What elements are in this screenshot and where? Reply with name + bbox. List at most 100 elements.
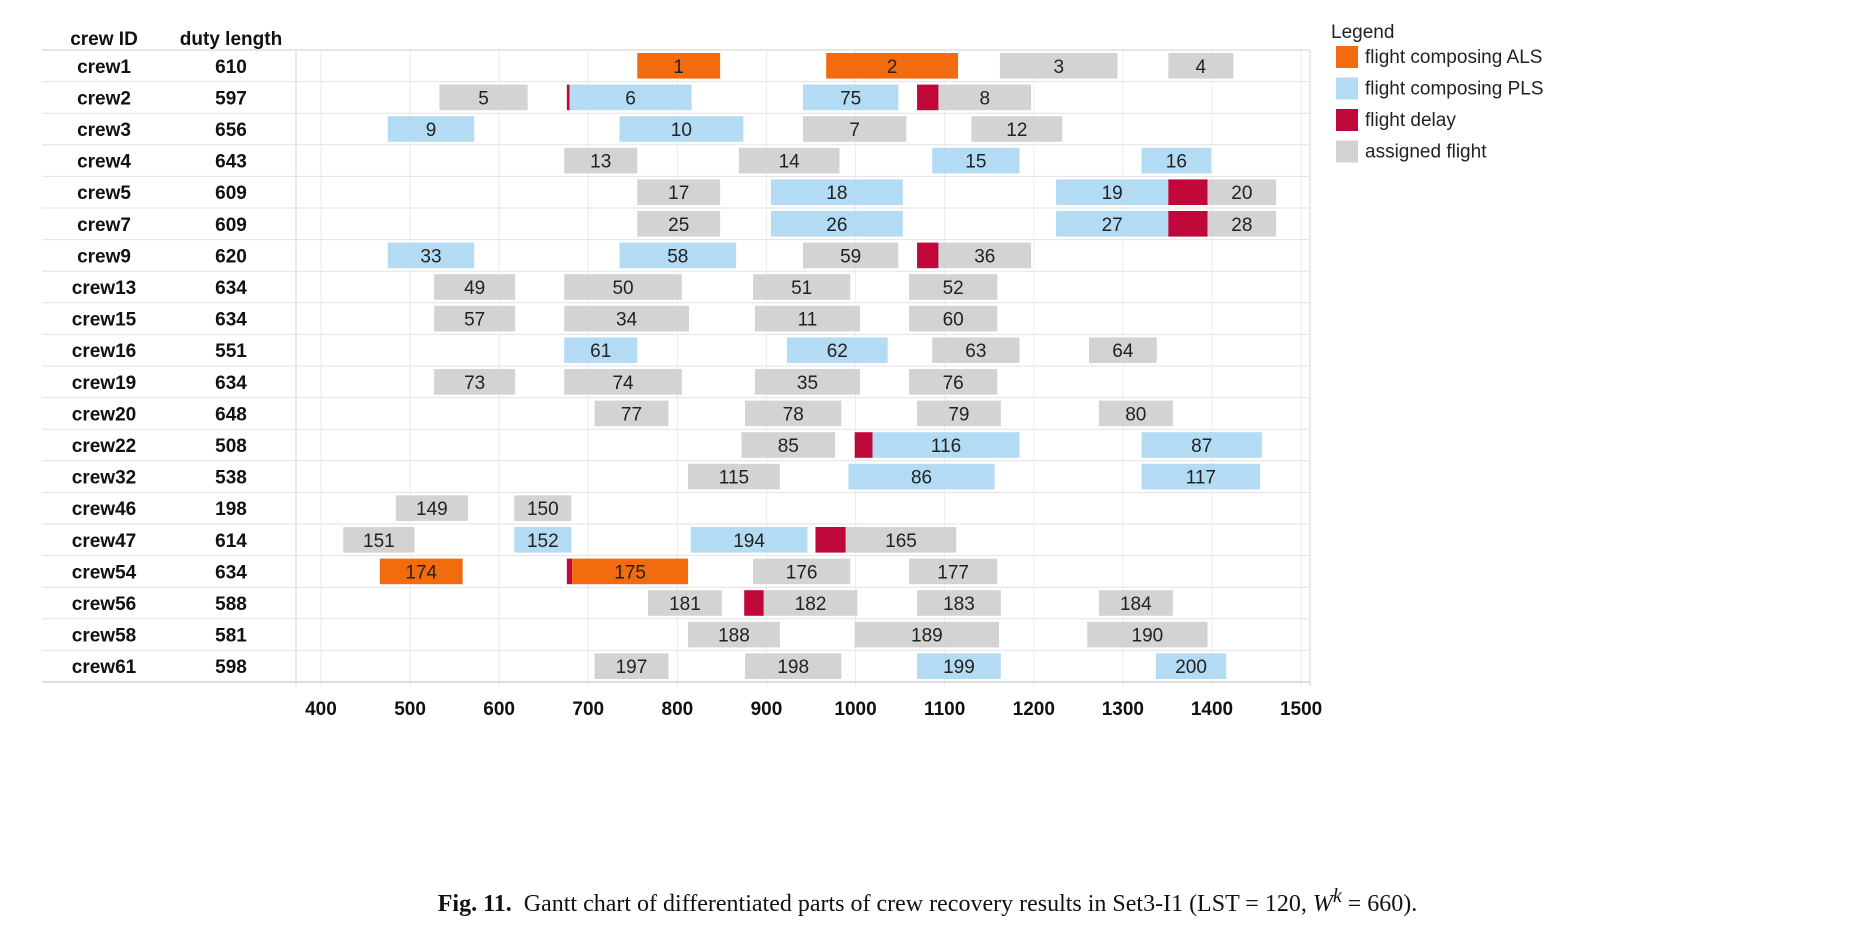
gantt-bar-label: 74 <box>612 373 634 394</box>
gantt-bar-pls <box>387 242 475 269</box>
row-crew-id: crew4 <box>77 152 131 173</box>
gantt-bar-pls <box>770 211 903 237</box>
gantt-bar-label: 36 <box>974 246 995 267</box>
gantt-bar-label: 79 <box>948 404 969 425</box>
gantt-bar-dly <box>1168 211 1208 237</box>
gantt-bar-label: 175 <box>614 562 646 583</box>
gantt-bar-label: 18 <box>826 183 847 204</box>
row-crew-id: crew15 <box>72 310 137 331</box>
row-crew-id: crew13 <box>72 278 136 299</box>
gantt-bar-pls <box>1155 653 1227 679</box>
gantt-bar-label: 34 <box>616 310 638 331</box>
gantt-bar-label: 116 <box>931 436 961 457</box>
gantt-bar-pls <box>569 84 692 111</box>
legend-item-label: flight delay <box>1365 110 1456 131</box>
gantt-bar-label: 7 <box>849 120 860 141</box>
gantt-bar-label: 60 <box>943 310 964 331</box>
row-duty-length: 538 <box>215 468 247 489</box>
row-crew-id: crew3 <box>77 120 131 141</box>
gantt-bar-als <box>572 558 689 585</box>
gantt-bar-pls <box>803 84 899 111</box>
column-header-duty-length: duty length <box>180 29 282 50</box>
gantt-bar-asg <box>434 305 516 332</box>
gantt-bar-dly <box>854 432 873 458</box>
gantt-bar-asg <box>594 400 669 427</box>
gantt-bar-label: 184 <box>1120 594 1152 615</box>
gantt-bar-label: 197 <box>616 657 648 678</box>
gantt-bar-asg <box>434 369 516 395</box>
gantt-bar-label: 61 <box>590 341 611 362</box>
gantt-bar-label: 28 <box>1231 215 1252 236</box>
gantt-bar-pls <box>770 179 903 205</box>
gantt-bar-asg <box>564 147 638 174</box>
row-duty-length: 198 <box>215 499 247 520</box>
x-tick-label: 1500 <box>1280 699 1322 720</box>
x-tick-label: 1400 <box>1191 699 1233 720</box>
gantt-bar-als <box>826 53 959 79</box>
gantt-bar-label: 86 <box>911 468 932 489</box>
gantt-bar-label: 149 <box>416 499 448 520</box>
gantt-bar-label: 19 <box>1102 183 1123 204</box>
gantt-bar-als <box>379 558 463 585</box>
gantt-bar-asg <box>1087 621 1208 648</box>
row-duty-length: 656 <box>215 120 247 141</box>
gantt-bar-label: 52 <box>943 278 964 299</box>
gantt-bar-label: 51 <box>791 278 812 299</box>
gantt-bar-asg <box>909 558 998 585</box>
row-crew-id: crew46 <box>72 499 136 520</box>
gantt-bar-pls <box>514 527 572 553</box>
row-duty-length: 614 <box>215 531 247 552</box>
gantt-bar-label: 80 <box>1125 404 1146 425</box>
gantt-bar-label: 15 <box>965 152 986 173</box>
gantt-bar-pls <box>1141 432 1262 458</box>
gantt-bar-asg <box>803 242 899 269</box>
gantt-bar-label: 57 <box>464 310 485 331</box>
row-crew-id: crew19 <box>72 373 136 394</box>
gantt-bar-label: 3 <box>1053 57 1064 78</box>
gantt-bar-asg <box>738 147 840 174</box>
gantt-bar-label: 2 <box>887 57 898 78</box>
gantt-bar-label: 150 <box>527 499 559 520</box>
gantt-bar-label: 87 <box>1191 436 1212 457</box>
legend-item-label: flight composing PLS <box>1365 79 1544 100</box>
row-duty-length: 598 <box>215 657 247 678</box>
gantt-bar-asg <box>594 653 669 679</box>
gantt-bar-label: 76 <box>943 373 964 394</box>
row-duty-length: 609 <box>215 183 247 204</box>
gantt-bar-asg <box>745 653 842 679</box>
legend-swatch-als <box>1336 46 1358 68</box>
gantt-bar-asg <box>637 179 721 205</box>
row-duty-length: 634 <box>215 373 247 394</box>
gantt-bar-label: 115 <box>719 468 749 489</box>
gantt-bar-label: 190 <box>1132 626 1164 647</box>
gantt-bar-asg <box>1168 53 1234 79</box>
x-tick-label: 600 <box>483 699 515 720</box>
gantt-bar-pls <box>690 527 808 553</box>
legend-swatch-pls <box>1336 77 1358 100</box>
x-tick-label: 700 <box>572 699 604 720</box>
gantt-bar-label: 11 <box>798 310 818 331</box>
gantt-bar-label: 1 <box>673 57 684 78</box>
gantt-bar-asg <box>753 274 851 300</box>
gantt-bar-asg <box>564 369 682 395</box>
gantt-bar-label: 176 <box>786 562 818 583</box>
legend-item-label: flight composing ALS <box>1365 47 1542 68</box>
row-duty-length: 634 <box>215 278 247 299</box>
gantt-bar-label: 26 <box>826 215 847 236</box>
gantt-bar-asg <box>917 590 1001 616</box>
gantt-bar-asg <box>754 369 861 395</box>
gantt-bar-label: 200 <box>1175 657 1207 678</box>
gantt-bar-dly <box>1168 179 1208 205</box>
caption-text: Gantt chart of differentiated parts of c… <box>523 891 1313 917</box>
gantt-bar-asg <box>688 463 780 490</box>
gantt-bar-label: 165 <box>885 531 917 552</box>
gantt-bar-pls <box>848 463 995 490</box>
gantt-bar-label: 9 <box>426 120 437 141</box>
gantt-bar-dly <box>566 84 570 111</box>
gantt-bar-pls <box>917 653 1001 679</box>
caption-w-symbol: W <box>1312 891 1333 917</box>
row-duty-length: 597 <box>215 88 247 109</box>
x-tick-label: 1000 <box>834 699 876 720</box>
